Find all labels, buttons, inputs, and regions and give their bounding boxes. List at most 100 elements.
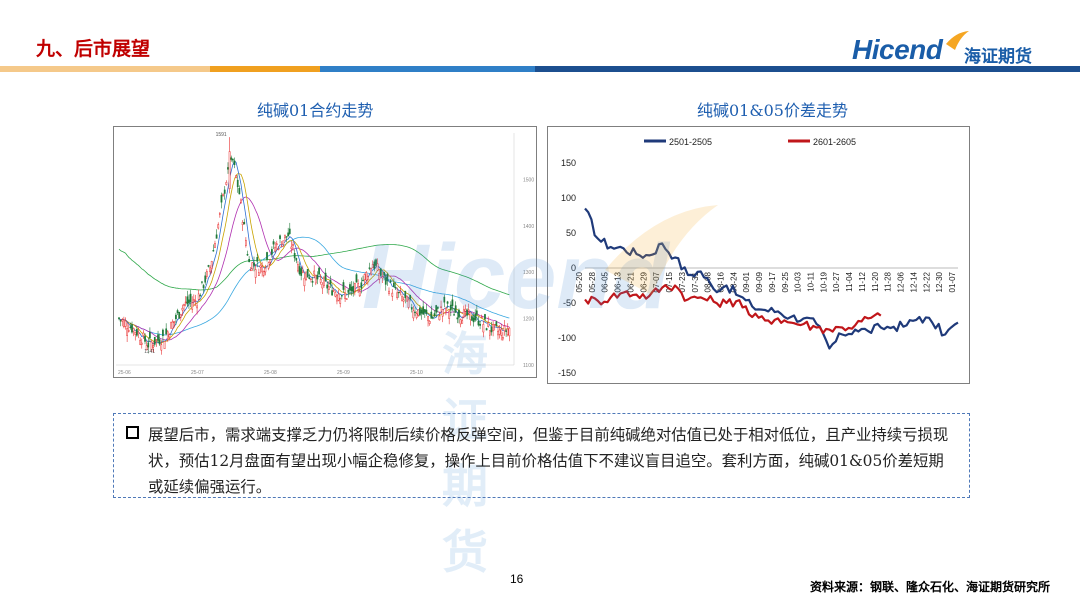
candle-body [432,317,434,319]
candle-body [248,259,250,263]
candle-body [282,240,285,245]
candle-body [155,339,158,341]
kline-x-tick: 25-07 [191,370,204,376]
candle-body [230,157,233,160]
candle-body [310,278,312,280]
x-tick-label: 06-13 [614,271,623,292]
candle-body [144,335,146,342]
kline-y-tick: 1200 [523,317,534,323]
brand-swoosh-icon [946,31,969,50]
candle-body [126,328,129,336]
candle-body [430,311,433,319]
kline-x-tick: 25-10 [410,370,423,376]
candle-body [376,263,379,271]
candle-body [355,274,358,283]
candle-body [308,277,311,279]
candle-body [217,224,220,229]
candle-body [284,234,286,239]
candle-body [495,321,498,326]
brand-cn-name: 海证期货 [964,47,1032,67]
x-tick-label: 11-04 [845,271,854,291]
candle-body [397,291,400,294]
candle-body [362,279,364,282]
x-tick-label: 08-16 [716,271,725,292]
candle-body [233,160,236,165]
candle-body [179,313,182,318]
x-tick-label: 06-21 [626,271,635,292]
candle-body [157,334,159,341]
ma60-line [118,236,510,336]
ma10-line [118,173,510,344]
x-tick-label: 12-06 [897,271,906,292]
x-tick-label: 01-07 [948,271,957,292]
candle-body [147,342,150,348]
candle-body [131,324,133,333]
candle-body [236,179,239,188]
candle-body [453,314,455,316]
candle-body [264,267,267,273]
candle-body [134,331,137,335]
candle-body [505,330,507,332]
candle-body [331,290,333,296]
candle-body [266,252,268,260]
y-tick-label: 50 [566,228,576,238]
candle-body [488,330,491,336]
candle-body [218,213,221,215]
candle-body [353,283,356,292]
candle-body [215,234,218,239]
candle-body [305,271,307,280]
candle-body [269,259,272,263]
ma120-line [118,244,510,296]
kline-x-tick: 25-06 [118,370,131,376]
y-tick-label: 0 [571,263,576,273]
candle-body [469,311,472,320]
candle-body [443,296,446,303]
candle-body [394,286,397,289]
candle-body [378,273,381,280]
header-divider [0,66,1080,72]
candle-body [132,328,135,332]
candle-body [342,282,345,290]
candle-body [186,296,189,305]
brand-name: Hicend [852,34,943,65]
candle-body [500,328,503,336]
candle-body [386,273,389,282]
candle-body [258,272,260,276]
candle-body [427,316,429,322]
candle-body [205,271,208,277]
series-line-2601-2605 [584,284,882,335]
candle-body [166,331,169,340]
candle-body [383,272,385,276]
candle-body [407,299,410,308]
candle-body [482,324,485,333]
candle-body [393,282,395,287]
candle-body [173,320,176,323]
x-tick-label: 09-25 [781,271,790,292]
candle-body [261,266,264,273]
candle-body [288,228,291,234]
candle-body [119,320,122,322]
candle-body [303,277,306,287]
y-tick-label: 100 [561,193,576,203]
ma5-line [118,160,510,345]
candle-body [441,309,444,317]
x-tick-label: 10-03 [794,271,803,292]
candle-body [225,182,228,185]
candle-body [171,321,174,329]
candle-body [423,309,426,313]
candle-body [188,299,190,304]
candle-body [306,269,309,278]
kline-chart: 1500 1400 1300 1200 1100 25-06 25-07 25-08 25-09… [113,126,537,378]
candle-body [396,292,399,299]
candle-body [165,328,168,335]
y-tick-label: 150 [561,158,576,168]
candle-body [474,313,477,321]
candle-body [152,345,155,348]
candle-body [327,286,330,290]
candle-body [175,314,177,320]
candle-body [410,307,413,310]
candle-body [454,305,457,313]
candle-body [503,325,506,332]
candle-body [384,277,387,285]
candle-body [350,286,353,292]
